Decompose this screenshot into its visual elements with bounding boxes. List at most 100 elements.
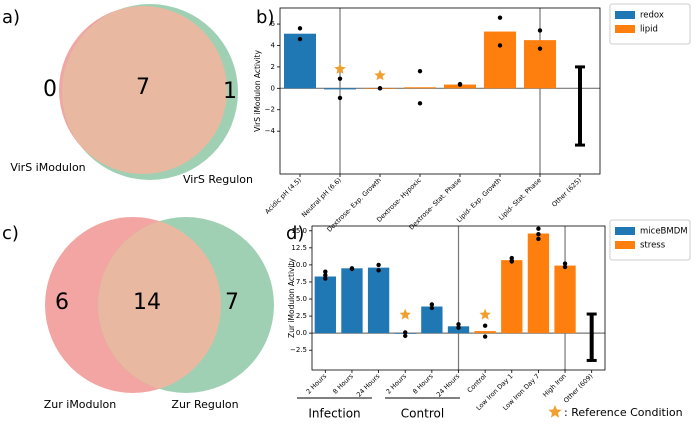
y-tick-label: −4 [265,127,276,135]
count-label: 7 [136,75,150,100]
sample-dot [417,101,423,106]
sample-dot [537,46,543,51]
bar [527,233,550,334]
sample-dot [403,330,408,335]
y-tick-label: −2 [265,106,275,114]
x-tick-label: 2 Hours [305,372,329,396]
bar [404,87,436,89]
x-tick-label: 24 Hours [435,372,462,399]
sample-dot [376,262,381,268]
sample-dot [429,302,435,307]
legend-swatch [615,241,635,249]
count-label: 7 [225,290,239,315]
y-tick-label: 12.5 [291,244,307,252]
panel-label: b) [256,7,274,28]
y-tick-label: 6 [271,20,276,28]
reference-star [399,308,411,320]
venn [59,4,238,180]
bar [501,260,523,334]
x-tick-label: Lipid- Stat. Phase [497,176,543,222]
sample-dot [509,259,514,264]
bar [421,306,443,334]
y-tick-label: 2 [271,63,275,71]
x-tick-label: Control [466,372,488,394]
sample-dot [377,86,383,91]
bar [324,88,356,90]
y-tick-label: 10.0 [291,261,307,269]
plot-frame [311,225,606,371]
sample-dot [482,334,488,339]
reference-legend-star [548,405,562,418]
sample-dot [337,76,343,81]
y-axis-label: VirS iModulon Activity [253,50,262,132]
legend-swatch [615,25,635,33]
sample-dot [417,68,423,74]
set-label: Zur iModulon [44,398,117,411]
y-tick-label: 0.0 [296,329,307,337]
x-tick-label: 8 Hours [411,372,435,396]
bar [474,331,496,334]
y-axis-label: Zur iModulon Activity [287,258,296,338]
sample-dot [536,236,541,242]
sample-dot [482,323,488,328]
panel-label: c) [2,223,19,244]
count-label: 0 [43,77,57,102]
sample-dot [456,325,461,330]
group-label: Infection [308,407,360,421]
sample-dot [429,305,435,311]
y-tick-label: 2.5 [296,312,307,320]
plot-frame [279,7,601,175]
reference-star [334,63,346,74]
venn [45,217,274,393]
set-label: VirS iModulon [10,161,85,174]
sample-dot [536,226,541,231]
bar [554,265,576,334]
x-tick-label: Acidic pH (4.5) [263,176,302,215]
x-tick-label: 8 Hours [331,372,355,396]
overlap [98,217,221,393]
count-label: 14 [133,290,161,315]
x-tick-label: Other (625) [550,176,583,209]
bar [284,33,316,89]
legend-swatch [615,227,635,235]
panel-label: d) [286,223,304,244]
count-label: 6 [55,290,69,315]
x-tick-label: Neutral pH (6.6) [300,176,343,219]
sample-dot [297,36,303,42]
sample-dot [497,43,503,48]
y-tick-label: 0 [271,84,275,92]
sample-dot [323,276,328,281]
group-label: Control [401,407,444,421]
legend-label: stress [640,241,666,251]
sample-dot [376,268,381,273]
legend-label: miceBMDM [640,227,688,237]
reference-legend-label: : Reference Condition [564,406,683,419]
y-tick-label: 15.0 [291,227,307,235]
overlap [62,6,227,174]
count-label: 1 [223,79,237,104]
set-label: Zur Regulon [171,398,238,411]
sample-dot [403,333,408,339]
sample-dot [323,269,328,274]
legend-label: lipid [640,25,658,35]
sample-dot [457,81,463,87]
y-tick-label: 7.5 [296,278,307,286]
set-label: VirS Regulon [183,173,253,186]
sample-dot [349,266,355,272]
sample-dot [562,264,568,270]
reference-star [479,308,491,320]
bar [341,268,363,334]
bar [314,276,336,334]
x-tick-label: Lipid- Exp. Growth [455,176,503,224]
sample-dot [536,231,541,237]
reference-star [374,69,386,81]
y-tick-label: 4 [271,41,276,49]
sample-dot [537,28,543,33]
sample-dot [456,322,461,327]
bar [484,31,516,89]
bar [367,267,390,334]
sample-dot [562,261,568,266]
sample-dot [337,95,343,101]
x-tick-label: 24 Hours [355,372,382,399]
